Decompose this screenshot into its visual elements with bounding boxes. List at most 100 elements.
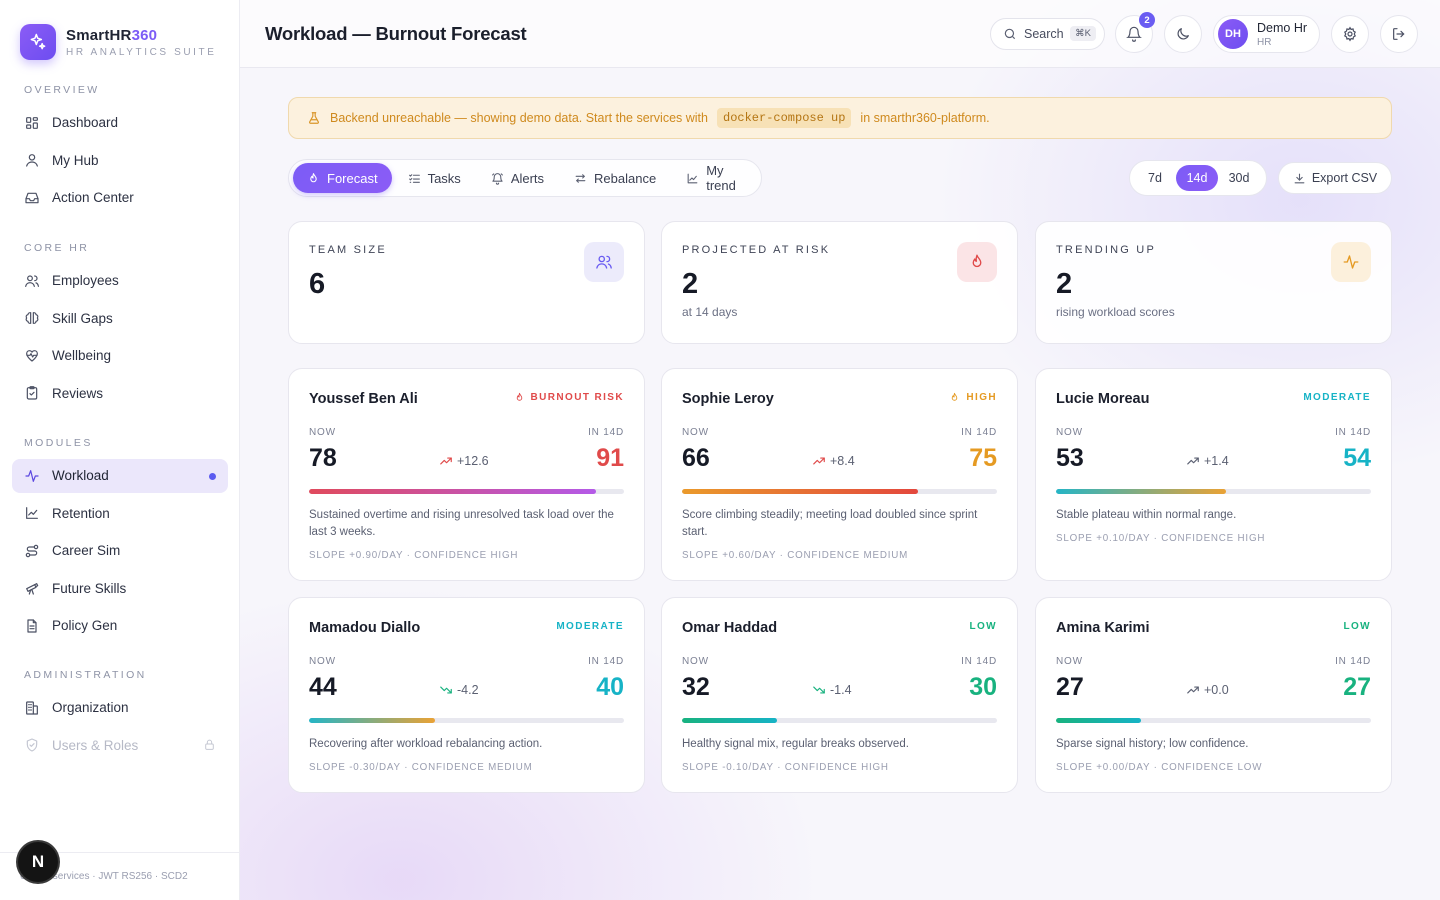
risk-label: MODERATE <box>1303 392 1371 403</box>
sidebar-item-label: Retention <box>52 505 110 521</box>
now-label: NOW <box>682 427 709 438</box>
employee-description: Recovering after workload rebalancing ac… <box>309 738 543 750</box>
employee-name: Amina Karimi <box>1056 620 1150 636</box>
tab-alerts[interactable]: Alerts <box>477 163 558 193</box>
document-icon <box>24 618 40 634</box>
slope-confidence: SLOPE -0.30/DAY · CONFIDENCE MEDIUM <box>309 762 533 773</box>
nav-section-modules: MODULES Workload Retention Career Sim Future… <box>12 437 228 643</box>
tab-my-trend[interactable]: My trend <box>672 163 759 193</box>
brand[interactable]: SmartHR360 HR ANALYTICS SUITE <box>20 24 217 60</box>
inbox-icon <box>24 190 40 206</box>
sidebar: SmartHR360 HR ANALYTICS SUITE OVERVIEW Da… <box>0 0 240 900</box>
trend-up-icon <box>1186 454 1200 468</box>
nav-section-overview: OVERVIEW Dashboard My Hub Action Center <box>12 84 228 215</box>
score-delta: +12.6 <box>439 454 489 468</box>
forecast-progress-bar <box>682 718 997 723</box>
forecast-label-row: NOW IN 14D <box>309 427 624 441</box>
sidebar-item-employees[interactable]: Employees <box>12 264 228 298</box>
forecast-progress-bar <box>1056 489 1371 494</box>
theme-toggle-button[interactable] <box>1164 15 1202 53</box>
delta-value: -1.4 <box>830 683 852 697</box>
sidebar-item-career-sim[interactable]: Career Sim <box>12 534 228 568</box>
notification-count-badge: 2 <box>1139 12 1155 28</box>
flask-icon <box>307 111 321 125</box>
tab-label: Rebalance <box>594 170 657 186</box>
sidebar-item-organization[interactable]: Organization <box>12 691 228 725</box>
sidebar-item-label: Career Sim <box>52 543 121 558</box>
projected-score: 30 <box>969 673 997 701</box>
nav-heading: MODULES <box>24 437 93 449</box>
user-menu[interactable]: DH Demo Hr HR <box>1213 15 1320 53</box>
search-button[interactable]: Search ⌘K <box>990 18 1105 50</box>
employee-card[interactable]: Lucie Moreau MODERATE NOW IN 14D 53 +1.4 54 Sta… <box>1035 368 1392 581</box>
forecast-value-row: 27 +0.0 27 <box>1056 673 1371 707</box>
forecast-value-row: 78 +12.6 91 <box>309 444 624 478</box>
range-option-7d[interactable]: 7d <box>1148 171 1162 185</box>
telescope-icon <box>24 580 40 596</box>
sidebar-item-label: Organization <box>52 700 129 715</box>
sidebar-item-label: Policy Gen <box>52 618 118 633</box>
flame-icon <box>307 172 320 185</box>
line-chart-icon <box>24 505 40 521</box>
now-label: NOW <box>309 656 336 667</box>
sidebar-item-wellbeing[interactable]: Wellbeing <box>12 339 228 373</box>
stat-value: 2 <box>682 268 699 300</box>
now-label: NOW <box>309 427 336 438</box>
sidebar-item-retention[interactable]: Retention <box>12 496 228 530</box>
employee-description: Sparse signal history; low confidence. <box>1056 738 1249 750</box>
trend-up-icon <box>1186 683 1200 697</box>
score-delta: +1.4 <box>1186 454 1229 468</box>
stat-label: PROJECTED AT RISK <box>682 244 831 256</box>
future-label: IN 14D <box>588 427 624 438</box>
employee-name: Mamadou Diallo <box>309 620 421 636</box>
employee-description: Sustained overtime and rising unresolved… <box>309 509 614 538</box>
employee-card[interactable]: Youssef Ben Ali BURNOUT RISK NOW IN 14D 78 +1… <box>288 368 645 581</box>
export-csv-button[interactable]: Export CSV <box>1278 162 1392 194</box>
tab-rebalance[interactable]: Rebalance <box>560 163 670 193</box>
forecast-value-row: 32 -1.4 30 <box>682 673 997 707</box>
sidebar-item-policy-gen[interactable]: Policy Gen <box>12 609 228 643</box>
search-label: Search <box>1024 27 1064 41</box>
sidebar-item-label: Employees <box>52 273 119 288</box>
time-range-selector: 7d 14d 30d <box>1129 160 1267 196</box>
sidebar-item-action-center[interactable]: Action Center <box>12 181 228 215</box>
dev-indicator-badge[interactable]: N <box>18 842 58 882</box>
risk-badge: LOW <box>1343 621 1371 632</box>
notifications-button[interactable]: 2 <box>1115 12 1155 53</box>
employee-card[interactable]: Omar Haddad LOW NOW IN 14D 32 -1.4 30 Healthy s… <box>661 597 1018 793</box>
sidebar-item-label: Reviews <box>52 385 104 401</box>
risk-badge: MODERATE <box>556 621 624 632</box>
score-delta: +0.0 <box>1186 683 1229 697</box>
main-content: Workload — Burnout Forecast Search ⌘K 2 … <box>240 0 1440 900</box>
tab-forecast[interactable]: Forecast <box>293 163 392 193</box>
employee-card[interactable]: Amina Karimi LOW NOW IN 14D 27 +0.0 27 Sparse s… <box>1035 597 1392 793</box>
activity-icon <box>1331 242 1371 282</box>
sidebar-item-future-skills[interactable]: Future Skills <box>12 571 228 605</box>
search-icon <box>1003 27 1017 41</box>
employee-card[interactable]: Mamadou Diallo MODERATE NOW IN 14D 44 -4.2 40 R… <box>288 597 645 793</box>
current-score: 66 <box>682 444 710 472</box>
sidebar-item-skill-gaps[interactable]: Skill Gaps <box>12 301 228 335</box>
tab-tasks[interactable]: Tasks <box>394 163 475 193</box>
sidebar-item-dashboard[interactable]: Dashboard <box>12 106 228 140</box>
projected-score: 27 <box>1343 673 1371 701</box>
forecast-progress-fill <box>682 718 777 723</box>
flame-icon <box>949 392 960 403</box>
sidebar-item-label: Action Center <box>52 190 134 205</box>
sidebar-item-reviews[interactable]: Reviews <box>12 376 228 410</box>
range-option-14d[interactable]: 14d <box>1176 165 1218 191</box>
employee-card[interactable]: Sophie Leroy HIGH NOW IN 14D 66 +8.4 75 Score c… <box>661 368 1018 581</box>
bell-icon <box>1126 26 1142 42</box>
range-option-30d[interactable]: 30d <box>1228 171 1250 185</box>
users-icon <box>584 242 624 282</box>
page-title: Workload — Burnout Forecast <box>265 23 527 44</box>
settings-button[interactable] <box>1331 15 1369 53</box>
risk-label: HIGH <box>966 392 997 403</box>
risk-label: LOW <box>1343 621 1371 632</box>
logout-button[interactable] <box>1380 15 1418 53</box>
sidebar-item-workload[interactable]: Workload <box>12 458 228 493</box>
download-icon <box>1293 172 1306 185</box>
forecast-progress-bar <box>1056 718 1371 723</box>
sidebar-item-my-hub[interactable]: My Hub <box>12 143 228 177</box>
forecast-progress-bar <box>682 489 997 494</box>
